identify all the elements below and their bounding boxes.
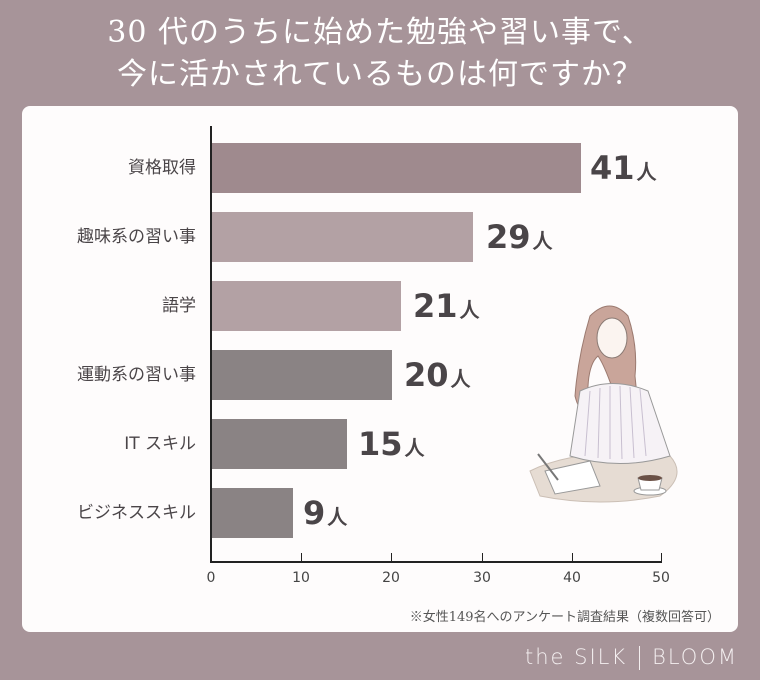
category-label: 語学 <box>162 296 196 316</box>
category-label: 運動系の習い事 <box>77 365 196 385</box>
x-tick-label: 30 <box>473 570 491 586</box>
bar-shumi <box>212 212 473 262</box>
value-label: 41 人 <box>590 149 657 187</box>
category-label: ビジネススキル <box>77 503 196 523</box>
bar-it <box>212 419 347 469</box>
x-tick-label: 10 <box>292 570 310 586</box>
brand-logo: the SILK BLOOM <box>524 645 738 670</box>
x-tick <box>572 553 573 562</box>
chart-title: 30 代のうちに始めた勉強や習い事で、 今に活かされているものは何ですか？ <box>0 12 760 96</box>
category-label: 趣味系の習い事 <box>77 227 196 247</box>
x-tick-label: 40 <box>563 570 581 586</box>
x-tick-label: 50 <box>652 570 670 586</box>
title-line-2: 今に活かされているものは何ですか？ <box>116 57 644 92</box>
value-label: 29 人 <box>486 218 553 256</box>
survey-note: ※女性149名へのアンケート調査結果（複数回答可） <box>409 610 720 625</box>
bar-business <box>212 488 293 538</box>
bar-shikaku <box>212 143 581 193</box>
x-tick <box>661 553 662 562</box>
x-tick <box>301 553 302 562</box>
bar-gogaku <box>212 281 401 331</box>
value-label: 15 人 <box>358 425 425 463</box>
value-label: 20 人 <box>404 356 471 394</box>
category-label: 資格取得 <box>128 158 196 178</box>
x-tick-label: 0 <box>206 570 216 586</box>
woman-studying-illustration <box>529 305 678 503</box>
x-axis <box>210 561 662 563</box>
y-axis <box>210 126 212 562</box>
x-tick-label: 20 <box>382 570 400 586</box>
value-label: 21 人 <box>413 287 480 325</box>
category-label: IT スキル <box>124 434 196 454</box>
x-tick <box>391 553 392 562</box>
title-line-1: 30 代のうちに始めた勉強や習い事で、 <box>107 15 653 50</box>
bar-undou <box>212 350 392 400</box>
x-tick <box>482 553 483 562</box>
